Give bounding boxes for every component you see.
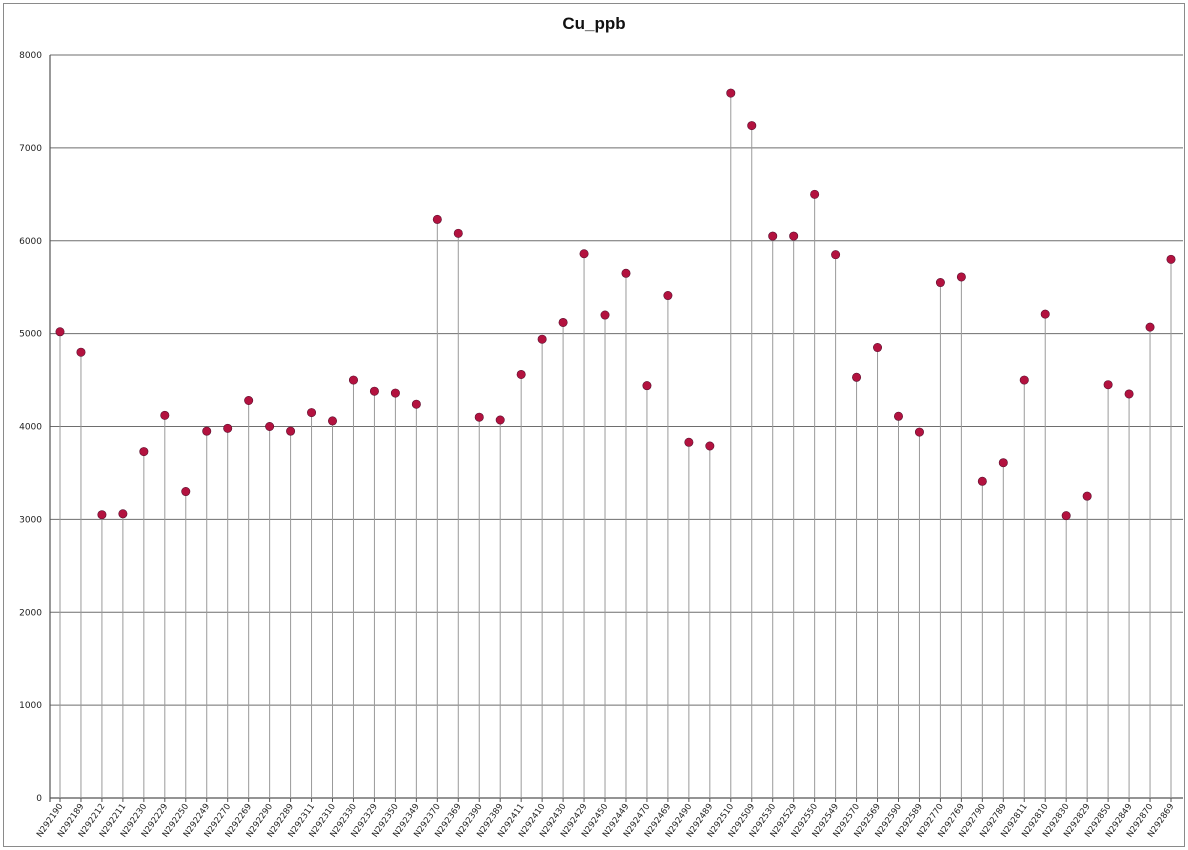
- data-point: [328, 416, 338, 426]
- data-point: [537, 334, 547, 344]
- data-point: [118, 509, 128, 519]
- data-point: [348, 375, 358, 385]
- drop-lines: [59, 93, 1172, 798]
- data-point: [789, 231, 799, 241]
- data-point: [160, 410, 170, 420]
- data-point: [977, 476, 987, 486]
- data-point: [97, 510, 107, 520]
- y-tick-label: 6000: [19, 237, 42, 247]
- data-point: [705, 441, 715, 451]
- y-tick-label: 5000: [19, 330, 42, 340]
- data-points: [55, 88, 1176, 521]
- data-point: [642, 381, 652, 391]
- data-point: [139, 447, 149, 457]
- data-point: [663, 291, 673, 301]
- data-point: [1145, 322, 1155, 332]
- data-point: [768, 231, 778, 241]
- y-tick-label: 1000: [19, 701, 42, 711]
- data-point: [307, 408, 317, 418]
- data-point: [1019, 375, 1029, 385]
- data-point: [202, 426, 212, 436]
- y-tick-label: 7000: [19, 144, 42, 154]
- data-point: [411, 399, 421, 409]
- data-point: [1082, 491, 1092, 501]
- y-tick-label: 4000: [19, 423, 42, 433]
- data-point: [244, 395, 254, 405]
- gridlines: [50, 54, 1183, 799]
- y-axis: 0 1000 2000 3000 4000 5000 6000 7000 8000: [19, 51, 51, 804]
- data-point: [76, 347, 86, 357]
- data-point: [1124, 389, 1134, 399]
- data-point: [600, 310, 610, 320]
- data-point: [831, 250, 841, 260]
- data-point: [223, 423, 233, 433]
- chart-title: Cu_ppb: [562, 14, 626, 33]
- y-tick-label: 8000: [19, 51, 42, 61]
- x-axis: N292190N292189N292212N292211N292230N2922…: [35, 798, 1176, 840]
- data-point: [684, 437, 694, 447]
- data-point: [369, 386, 379, 396]
- data-point: [998, 458, 1008, 468]
- data-point: [181, 487, 191, 497]
- data-point: [453, 228, 463, 238]
- data-point: [852, 372, 862, 382]
- data-point: [914, 427, 924, 437]
- data-point: [747, 121, 757, 131]
- data-point: [1166, 254, 1176, 264]
- data-point: [286, 426, 296, 436]
- data-point: [893, 411, 903, 421]
- data-point: [579, 249, 589, 259]
- data-point: [558, 317, 568, 327]
- data-point: [495, 415, 505, 425]
- y-tick-label: 2000: [19, 608, 42, 618]
- data-point: [1040, 309, 1050, 319]
- data-point: [432, 214, 442, 224]
- y-tick-label: 3000: [19, 515, 42, 525]
- data-point: [1061, 511, 1071, 521]
- data-point: [516, 369, 526, 379]
- data-point: [956, 272, 966, 282]
- data-point: [390, 388, 400, 398]
- chart-frame: [3, 3, 1185, 847]
- data-point: [935, 278, 945, 288]
- data-point: [873, 343, 883, 353]
- data-point: [1103, 380, 1113, 390]
- data-point: [265, 421, 275, 431]
- data-point: [726, 88, 736, 98]
- data-point: [621, 268, 631, 278]
- data-point: [810, 189, 820, 199]
- y-tick-label: 0: [36, 794, 42, 804]
- data-point: [474, 412, 484, 422]
- data-point: [55, 327, 65, 337]
